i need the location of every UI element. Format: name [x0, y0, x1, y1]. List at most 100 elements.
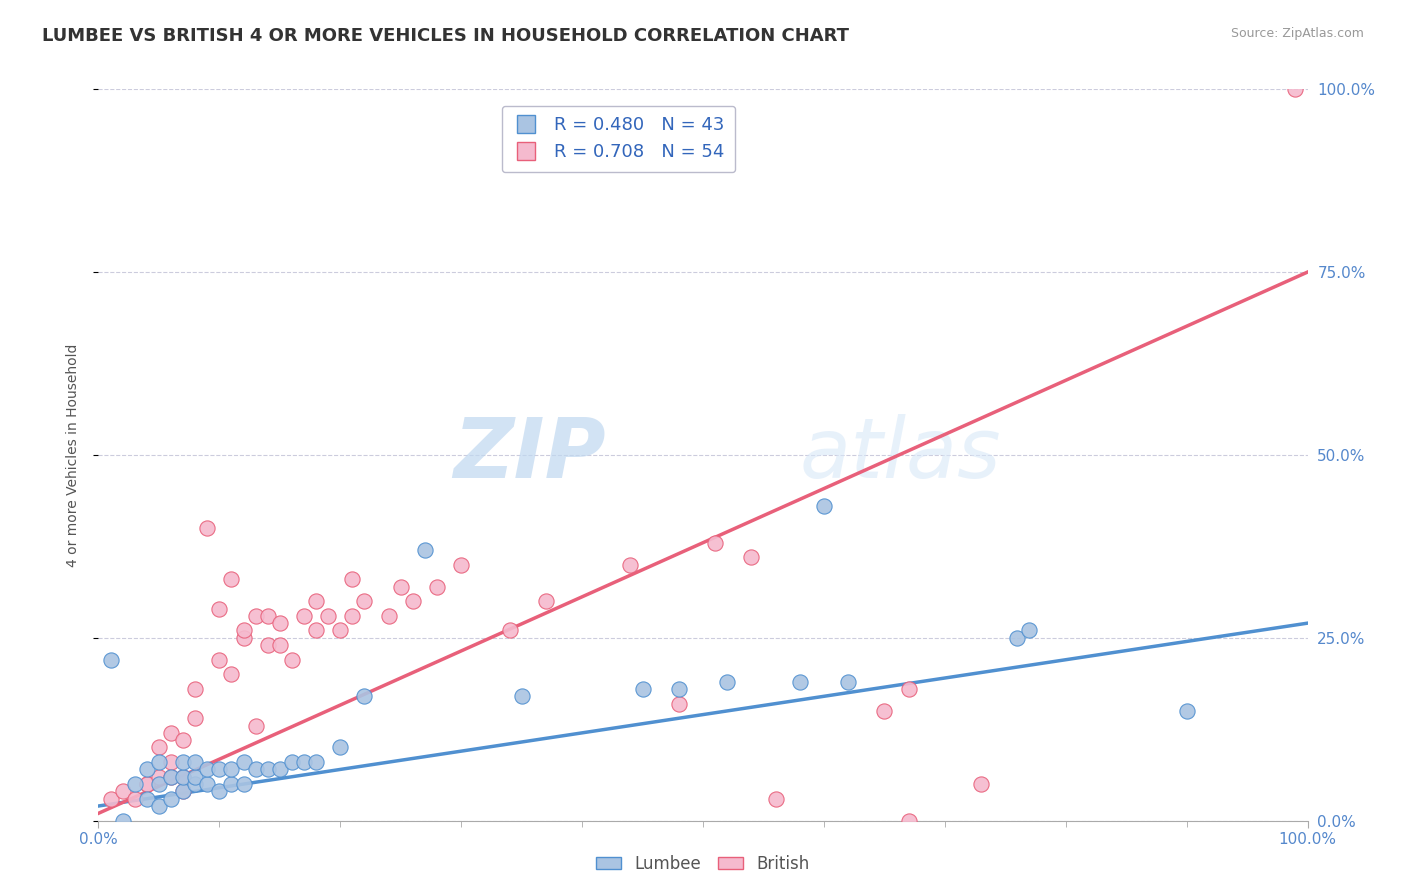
Point — [135, 777, 157, 791]
Point — [1018, 624, 1040, 638]
Legend: R = 0.480   N = 43, R = 0.708   N = 54: R = 0.480 N = 43, R = 0.708 N = 54 — [502, 105, 735, 172]
Point — [221, 667, 243, 681]
Point — [160, 726, 183, 740]
Point — [135, 763, 157, 777]
Point — [498, 624, 520, 638]
Point — [1007, 631, 1029, 645]
Point — [195, 777, 218, 791]
Point — [765, 791, 787, 805]
Point — [668, 697, 690, 711]
Point — [160, 755, 183, 769]
Point — [329, 740, 352, 755]
Point — [208, 784, 231, 798]
Point — [413, 543, 436, 558]
Point — [704, 535, 727, 549]
Point — [740, 550, 762, 565]
Point — [1284, 82, 1306, 96]
Point — [316, 608, 339, 623]
Point — [124, 791, 146, 805]
Point — [281, 653, 304, 667]
Point — [221, 777, 243, 791]
Point — [100, 791, 122, 805]
Point — [148, 799, 170, 814]
Point — [232, 631, 254, 645]
Point — [221, 572, 243, 586]
Point — [172, 784, 194, 798]
Point — [716, 674, 738, 689]
Point — [245, 608, 267, 623]
Point — [148, 770, 170, 784]
Point — [837, 674, 859, 689]
Point — [256, 608, 278, 623]
Point — [668, 681, 690, 696]
Point — [619, 558, 641, 572]
Point — [208, 601, 231, 615]
Point — [148, 777, 170, 791]
Point — [245, 763, 267, 777]
Point — [148, 740, 170, 755]
Point — [208, 763, 231, 777]
Point — [135, 777, 157, 791]
Text: atlas: atlas — [800, 415, 1001, 495]
Point — [221, 763, 243, 777]
Point — [329, 624, 352, 638]
Text: ZIP: ZIP — [454, 415, 606, 495]
Text: Source: ZipAtlas.com: Source: ZipAtlas.com — [1230, 27, 1364, 40]
Point — [195, 521, 218, 535]
Point — [389, 580, 412, 594]
Point — [172, 784, 194, 798]
Point — [148, 755, 170, 769]
Point — [342, 572, 364, 586]
Point — [292, 608, 315, 623]
Point — [377, 608, 399, 623]
Point — [184, 755, 207, 769]
Point — [269, 638, 291, 652]
Point — [135, 791, 157, 805]
Point — [124, 777, 146, 791]
Point — [208, 653, 231, 667]
Point — [160, 770, 183, 784]
Point — [402, 594, 425, 608]
Point — [100, 653, 122, 667]
Point — [305, 755, 328, 769]
Point — [245, 718, 267, 732]
Point — [184, 681, 207, 696]
Point — [184, 777, 207, 791]
Point — [534, 594, 557, 608]
Point — [970, 777, 993, 791]
Point — [342, 608, 364, 623]
Text: LUMBEE VS BRITISH 4 OR MORE VEHICLES IN HOUSEHOLD CORRELATION CHART: LUMBEE VS BRITISH 4 OR MORE VEHICLES IN … — [42, 27, 849, 45]
Point — [1175, 704, 1198, 718]
Y-axis label: 4 or more Vehicles in Household: 4 or more Vehicles in Household — [66, 343, 80, 566]
Point — [305, 594, 328, 608]
Point — [160, 770, 183, 784]
Point — [353, 690, 375, 704]
Point — [789, 674, 811, 689]
Point — [160, 791, 183, 805]
Point — [292, 755, 315, 769]
Point — [256, 638, 278, 652]
Point — [269, 616, 291, 631]
Point — [232, 624, 254, 638]
Point — [172, 770, 194, 784]
Point — [232, 777, 254, 791]
Point — [184, 711, 207, 725]
Point — [450, 558, 472, 572]
Point — [813, 499, 835, 513]
Point — [172, 770, 194, 784]
Point — [111, 814, 134, 828]
Point — [353, 594, 375, 608]
Point — [305, 624, 328, 638]
Point — [269, 763, 291, 777]
Point — [426, 580, 449, 594]
Point — [232, 755, 254, 769]
Point — [510, 690, 533, 704]
Point — [631, 681, 654, 696]
Point — [281, 755, 304, 769]
Point — [256, 763, 278, 777]
Point — [111, 784, 134, 798]
Legend: Lumbee, British: Lumbee, British — [589, 848, 817, 880]
Point — [897, 681, 920, 696]
Point — [172, 733, 194, 747]
Point — [195, 763, 218, 777]
